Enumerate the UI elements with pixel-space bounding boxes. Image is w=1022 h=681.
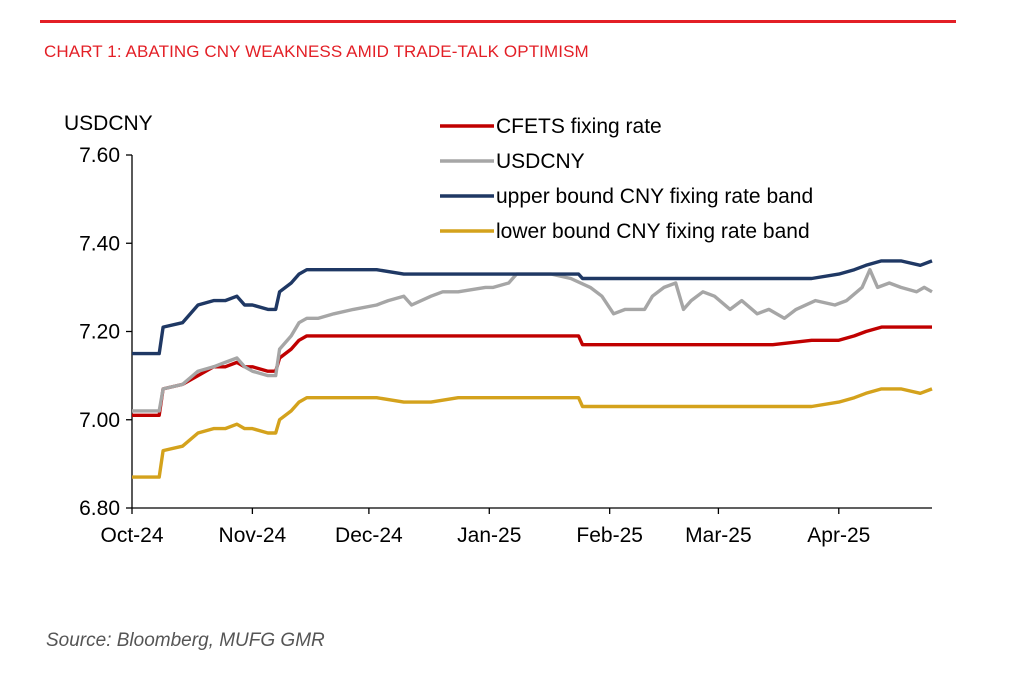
legend-label: lower bound CNY fixing rate band [496,220,810,243]
chart-legend: CFETS fixing rate USDCNY upper bound CNY f… [440,115,813,243]
chart-title: CHART 1: ABATING CNY WEAKNESS AMID TRADE… [44,42,589,61]
y-tick-label: 7.60 [79,144,120,167]
source-note: Source: Bloomberg, MUFG GMR [46,630,325,651]
x-tick-label: Jan-25 [457,524,521,547]
x-tick-label: Dec-24 [335,524,403,547]
title-rule [40,20,956,23]
series-line-1 [132,325,932,417]
y-tick-label: 7.40 [79,232,120,255]
legend-label: CFETS fixing rate [496,115,662,138]
legend-label: USDCNY [496,150,585,173]
chart-axes: 7.60 7.40 7.20 7.00 6.80 Oct-24 Nov-24 Dec-24 Ja… [79,144,932,547]
y-tick-label: 7.00 [79,409,120,432]
y-tick-label: 7.20 [79,321,120,344]
x-tick-label: Feb-25 [576,524,643,547]
legend-label: upper bound CNY fixing rate band [496,185,813,208]
x-tick-label: Mar-25 [685,524,752,547]
x-tick-label: Oct-24 [100,524,163,547]
chart-series [132,259,933,479]
series-line-3 [132,259,933,356]
x-tick-label: Apr-25 [807,524,870,547]
y-axis-label: USDCNY [64,112,153,135]
series-line-4 [132,387,933,479]
x-tick-label: Nov-24 [219,524,287,547]
y-tick-label: 6.80 [79,497,120,520]
